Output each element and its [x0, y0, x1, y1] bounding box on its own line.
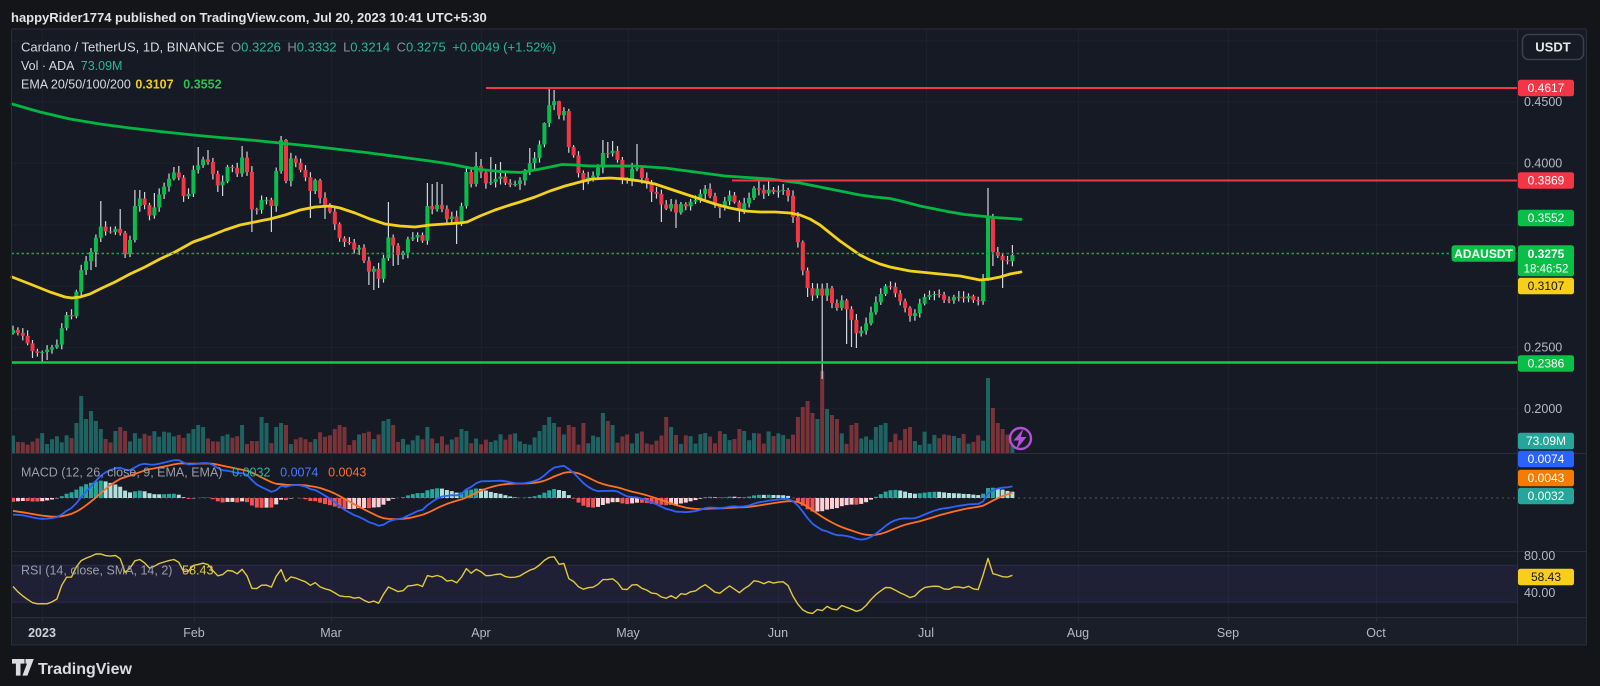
svg-text:Jun: Jun: [768, 626, 788, 640]
svg-text:USDT: USDT: [1535, 40, 1570, 55]
svg-text:RSI (14, close, SMA, 14, 2) 5: RSI (14, close, SMA, 14, 2) 58.43: [21, 564, 214, 578]
svg-text:TradingView: TradingView: [38, 661, 133, 678]
svg-text:0.4500: 0.4500: [1524, 95, 1562, 109]
svg-text:58.43: 58.43: [1531, 570, 1561, 584]
svg-text:Feb: Feb: [183, 626, 205, 640]
svg-text:0.2500: 0.2500: [1524, 341, 1562, 355]
svg-text:May: May: [616, 626, 640, 640]
svg-text:0.3552: 0.3552: [1528, 211, 1565, 225]
svg-text:Oct: Oct: [1366, 626, 1386, 640]
svg-text:Apr: Apr: [471, 626, 490, 640]
svg-text:happyRider1774 published on Tr: happyRider1774 published on TradingView.…: [11, 10, 487, 25]
svg-text:0.4617: 0.4617: [1528, 81, 1565, 95]
svg-text:73.09M: 73.09M: [1526, 434, 1566, 448]
svg-text:EMA 20/50/100/200 0.3107 0.3: EMA 20/50/100/200 0.3107 0.3552: [21, 78, 222, 92]
svg-text:MACD (12, 26, close, 9, EMA, E: MACD (12, 26, close, 9, EMA, EMA) 0.0032…: [21, 466, 366, 480]
svg-text:Mar: Mar: [320, 626, 342, 640]
svg-text:0.2386: 0.2386: [1528, 357, 1565, 371]
svg-text:Vol · ADA 73.09M: Vol · ADA 73.09M: [21, 59, 122, 73]
svg-text:80.00: 80.00: [1524, 549, 1555, 563]
svg-text:0.0043: 0.0043: [1528, 471, 1565, 485]
svg-text:0.4000: 0.4000: [1524, 157, 1562, 171]
svg-text:18:46:52: 18:46:52: [1524, 264, 1569, 276]
svg-text:0.3275: 0.3275: [1528, 247, 1565, 261]
svg-text:ADAUSDT: ADAUSDT: [1454, 247, 1513, 261]
svg-text:Jul: Jul: [918, 626, 934, 640]
svg-text:0.0032: 0.0032: [1528, 489, 1565, 503]
svg-text:0.3107: 0.3107: [1528, 279, 1565, 293]
svg-text:40.00: 40.00: [1524, 586, 1555, 600]
svg-text:2023: 2023: [28, 626, 56, 640]
svg-text:Sep: Sep: [1217, 626, 1239, 640]
svg-text:Cardano / TetherUS, 1D, BINANC: Cardano / TetherUS, 1D, BINANCE O0.3226 …: [21, 40, 556, 55]
svg-text:0.2000: 0.2000: [1524, 402, 1562, 416]
svg-text:0.0074: 0.0074: [1528, 452, 1565, 466]
svg-text:Aug: Aug: [1067, 626, 1089, 640]
svg-text:0.3869: 0.3869: [1528, 174, 1565, 188]
